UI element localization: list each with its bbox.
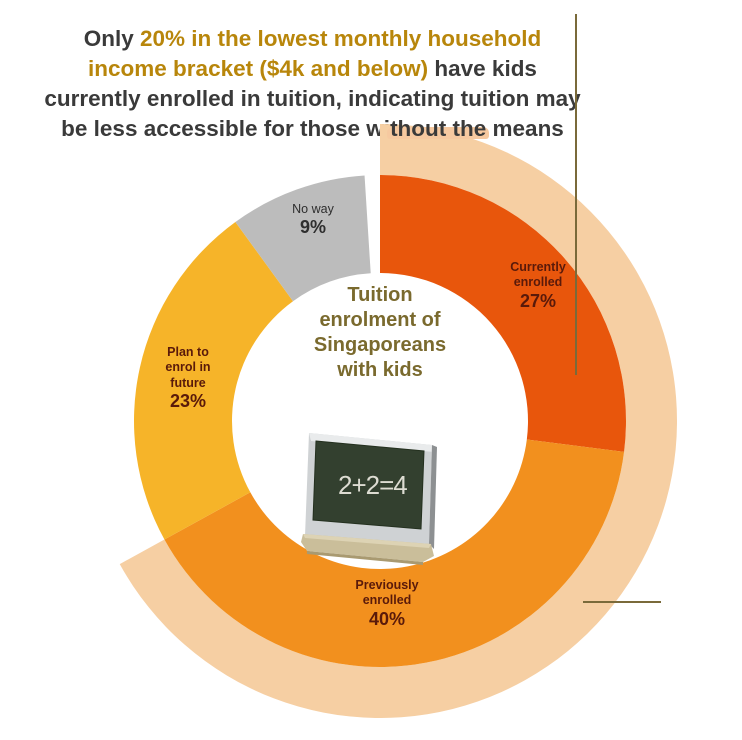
- svg-text:2+2=4: 2+2=4: [338, 470, 407, 500]
